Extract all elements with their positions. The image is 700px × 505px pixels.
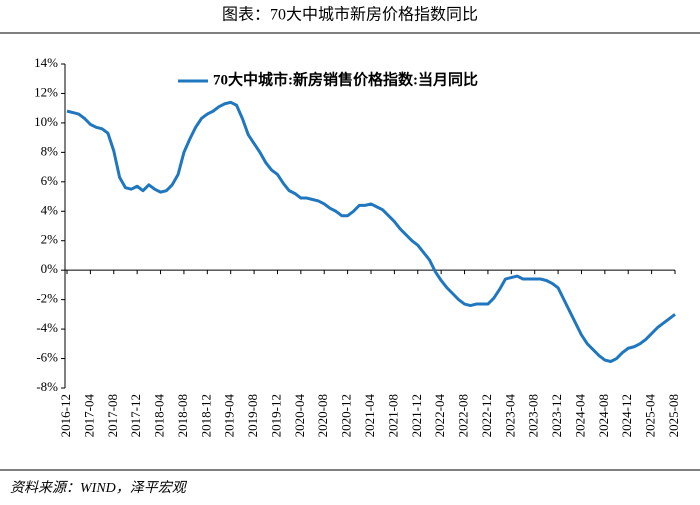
y-tick-label: 14%	[34, 55, 58, 70]
y-tick-label: -6%	[36, 350, 58, 365]
x-tick-label: 2019-08	[245, 394, 260, 437]
y-tick-label: -8%	[36, 379, 58, 394]
x-tick-label: 2024-08	[596, 394, 611, 437]
y-tick-label: 0%	[41, 261, 59, 276]
y-tick-label: 2%	[41, 232, 59, 247]
x-tick-label: 2025-04	[643, 394, 658, 438]
x-tick-label: 2022-08	[456, 394, 471, 437]
x-tick-label: 2023-12	[549, 394, 564, 437]
x-tick-label: 2024-12	[619, 394, 634, 437]
x-tick-label: 2023-08	[526, 394, 541, 437]
x-tick-label: 2019-12	[268, 394, 283, 437]
x-tick-label: 2019-04	[222, 394, 237, 438]
x-tick-label: 2022-12	[479, 394, 494, 437]
x-tick-label: 2020-08	[315, 394, 330, 437]
legend-label: 70大中城市:新房销售价格指数:当月同比	[213, 70, 478, 88]
y-tick-label: 4%	[41, 202, 59, 217]
x-tick-label: 2021-12	[409, 394, 424, 437]
x-tick-label: 2018-08	[175, 394, 190, 437]
y-tick-label: 10%	[34, 114, 58, 129]
chart-title: 图表：70大中城市新房价格指数同比	[222, 6, 478, 24]
x-tick-label: 2025-08	[666, 394, 681, 437]
y-tick-label: 12%	[34, 84, 58, 99]
x-tick-label: 2020-12	[339, 394, 354, 437]
source: 资料来源：WIND，泽平宏观	[10, 480, 188, 496]
x-tick-label: 2023-04	[502, 394, 517, 438]
x-tick-label: 2022-04	[432, 394, 447, 438]
x-tick-label: 2024-04	[572, 394, 587, 438]
y-tick-label: 8%	[41, 143, 59, 158]
x-tick-label: 2016-12	[58, 394, 73, 437]
x-tick-label: 2018-04	[152, 394, 167, 438]
x-tick-label: 2017-12	[128, 394, 143, 437]
y-tick-label: -4%	[36, 320, 58, 335]
x-tick-label: 2021-08	[385, 394, 400, 437]
y-tick-label: -2%	[36, 291, 58, 306]
x-tick-label: 2017-04	[81, 394, 96, 438]
x-tick-label: 2017-08	[105, 394, 120, 437]
x-tick-label: 2021-04	[362, 394, 377, 438]
x-tick-label: 2020-04	[292, 394, 307, 438]
x-tick-label: 2018-12	[198, 394, 213, 437]
y-tick-label: 6%	[41, 173, 59, 188]
line-series	[66, 100, 676, 363]
